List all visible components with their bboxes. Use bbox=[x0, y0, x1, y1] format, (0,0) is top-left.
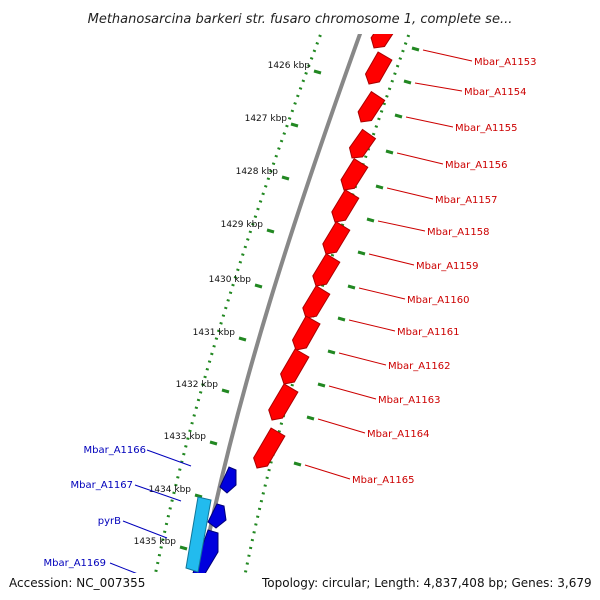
label-tick bbox=[411, 46, 420, 52]
footer-bar bbox=[0, 573, 600, 600]
ruler-label: 1428 kbp bbox=[236, 167, 279, 177]
gene-arrow-mbar_a1164[interactable] bbox=[268, 383, 299, 421]
gene-arrow-mbar_a1160[interactable] bbox=[312, 253, 341, 287]
ruler-tick bbox=[179, 545, 188, 551]
label-tick bbox=[293, 461, 302, 467]
ruler-tick bbox=[194, 493, 203, 499]
label-leader bbox=[358, 287, 406, 300]
reverse-label-leader bbox=[134, 484, 182, 502]
label-leader bbox=[368, 253, 415, 266]
title-bar bbox=[0, 0, 600, 34]
reverse-gene-arrow[interactable] bbox=[207, 503, 227, 529]
map-title: Methanosarcina barkeri str. fusaro chrom… bbox=[88, 12, 513, 27]
ruler-tick bbox=[238, 336, 247, 342]
outer-tick-ring bbox=[238, 19, 416, 600]
ruler-label: 1427 kbp bbox=[245, 114, 288, 124]
gene-label-mbar_a1163[interactable]: Mbar_A1163 bbox=[378, 395, 441, 406]
ruler-tick bbox=[209, 440, 218, 446]
gene-arrow-mbar_a1161[interactable] bbox=[302, 285, 331, 319]
label-leader bbox=[386, 187, 434, 200]
ruler-label: 1429 kbp bbox=[221, 220, 264, 230]
ruler-tick bbox=[313, 69, 322, 75]
gene-label-mbar_a1166[interactable]: Mbar_A1166 bbox=[83, 445, 146, 456]
gene-arrow-mbar_a1158[interactable] bbox=[331, 189, 360, 223]
gene-arrow-mbar_a1163[interactable] bbox=[280, 348, 310, 385]
label-tick bbox=[385, 149, 394, 155]
inner-tick-ring bbox=[148, 19, 328, 600]
label-tick bbox=[327, 349, 336, 355]
topology-text: Topology: circular; Length: 4,837,408 bp… bbox=[261, 576, 592, 590]
reverse-label-leader bbox=[122, 520, 168, 539]
gene-label-mbar_a1159[interactable]: Mbar_A1159 bbox=[416, 261, 479, 272]
ruler-label: 1434 kbp bbox=[149, 485, 192, 495]
gene-label-mbar_a1161[interactable]: Mbar_A1161 bbox=[397, 327, 460, 338]
ruler-label: 1435 kbp bbox=[134, 537, 177, 547]
ruler-tick bbox=[221, 388, 230, 394]
ruler-label: 1431 kbp bbox=[193, 328, 236, 338]
gene-label-mbar_a1167[interactable]: Mbar_A1167 bbox=[70, 480, 133, 491]
label-tick bbox=[394, 113, 403, 119]
gene-arrow-mbar_a1157[interactable] bbox=[340, 158, 369, 191]
accession-text: Accession: NC_007355 bbox=[9, 576, 145, 590]
label-leader bbox=[377, 220, 426, 232]
gene-label-mbar_a1158[interactable]: Mbar_A1158 bbox=[427, 227, 490, 238]
gene-label-mbar_a1156[interactable]: Mbar_A1156 bbox=[445, 160, 508, 171]
label-leader bbox=[328, 385, 377, 400]
label-leader bbox=[317, 418, 366, 434]
label-leader bbox=[338, 352, 387, 366]
ruler-tick bbox=[290, 122, 299, 128]
label-leader bbox=[414, 82, 463, 92]
ruler-label: 1426 kbp bbox=[268, 61, 311, 71]
label-tick bbox=[375, 184, 384, 190]
gene-arrow-mbar_a1165[interactable] bbox=[253, 427, 286, 469]
gene-label-mbar_a1157[interactable]: Mbar_A1157 bbox=[435, 195, 498, 206]
gene-arrow-mbar_a1159[interactable] bbox=[322, 221, 351, 255]
gene-label-mbar_a1154[interactable]: Mbar_A1154 bbox=[464, 87, 527, 98]
label-leader bbox=[405, 116, 454, 128]
gene-track bbox=[253, 16, 399, 469]
gene-arrow-mbar_a1156[interactable] bbox=[348, 128, 377, 159]
label-leader bbox=[348, 319, 396, 332]
reverse-gene-arrow[interactable] bbox=[219, 466, 237, 494]
label-tick bbox=[347, 284, 356, 290]
ruler-label: 1433 kbp bbox=[164, 432, 207, 442]
gene-arrow-mbar_a1155[interactable] bbox=[357, 90, 386, 123]
gene-label-mbar_a1160[interactable]: Mbar_A1160 bbox=[407, 295, 470, 306]
reverse-label-leader bbox=[146, 449, 192, 467]
label-leader bbox=[304, 464, 351, 480]
label-leader bbox=[396, 152, 444, 165]
gene-label-pyrb[interactable]: pyrB bbox=[98, 516, 121, 527]
gene-arrow-mbar_a1154[interactable] bbox=[364, 51, 393, 85]
pyrb-gene-bar[interactable] bbox=[185, 496, 212, 573]
ruler-label: 1430 kbp bbox=[209, 275, 252, 285]
gene-label-mbar_a1162[interactable]: Mbar_A1162 bbox=[388, 361, 451, 372]
label-tick bbox=[337, 316, 346, 322]
gene-label-mbar_a1165[interactable]: Mbar_A1165 bbox=[352, 475, 415, 486]
ruler-label: 1432 kbp bbox=[176, 380, 219, 390]
ruler-tick bbox=[254, 283, 263, 289]
ruler-tick bbox=[266, 228, 275, 234]
gene-label-mbar_a1153[interactable]: Mbar_A1153 bbox=[474, 57, 537, 68]
gene-label-mbar_a1169[interactable]: Mbar_A1169 bbox=[43, 558, 106, 569]
ruler-tick bbox=[281, 175, 290, 181]
gene-arrow-mbar_a1162[interactable] bbox=[291, 315, 321, 351]
gene-label-mbar_a1164[interactable]: Mbar_A1164 bbox=[367, 429, 430, 440]
label-tick bbox=[357, 250, 366, 256]
gene-label-mbar_a1155[interactable]: Mbar_A1155 bbox=[455, 123, 518, 134]
label-tick bbox=[306, 415, 315, 421]
label-leader bbox=[422, 49, 473, 62]
forward-gene-labels: Mbar_A1153 Mbar_A1154 Mbar_A1155 Mbar_A1156… bbox=[293, 46, 537, 486]
label-tick bbox=[403, 79, 412, 85]
label-tick bbox=[366, 217, 375, 223]
label-tick bbox=[317, 382, 326, 388]
